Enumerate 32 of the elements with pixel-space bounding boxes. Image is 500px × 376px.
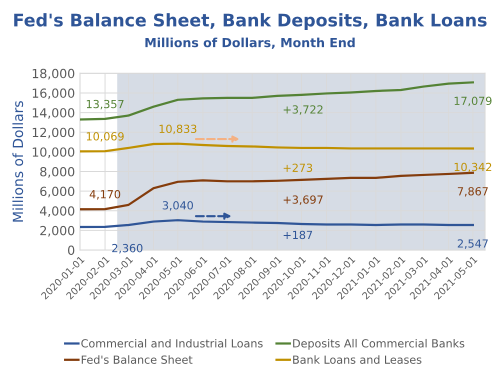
legend-label: Deposits All Commercial Banks bbox=[293, 338, 464, 350]
y-tick-label: 4,000 bbox=[40, 206, 74, 217]
chart-subtitle: Millions of Dollars, Month End bbox=[145, 38, 355, 49]
annotation: 4,170 bbox=[90, 190, 120, 200]
annotation: +273 bbox=[284, 164, 312, 172]
annotation: 10,342 bbox=[454, 162, 492, 172]
annotation: 2,547 bbox=[458, 239, 488, 249]
legend-label: Commercial and Industrial Loans bbox=[81, 338, 263, 348]
annotation: +3,722 bbox=[284, 105, 323, 115]
y-tick-label: 10,000 bbox=[32, 147, 74, 158]
y-tick-label: 6,000 bbox=[40, 186, 74, 198]
legend-label: Bank Loans and Leases bbox=[293, 355, 422, 364]
y-tick-label: 16,000 bbox=[32, 88, 74, 100]
y-tick-label: 12,000 bbox=[32, 128, 74, 138]
y-tick-label: 2,000 bbox=[40, 226, 74, 237]
annotation: 17,079 bbox=[454, 96, 492, 106]
y-tick-label: 14,000 bbox=[32, 108, 74, 119]
annotation: 7,867 bbox=[458, 187, 488, 197]
annotation: 10,069 bbox=[86, 132, 124, 142]
annotation: +3,697 bbox=[284, 195, 323, 205]
y-tick-label: 18,000 bbox=[32, 68, 74, 80]
annotation: +187 bbox=[284, 230, 312, 240]
y-tick-label: 8,000 bbox=[40, 166, 74, 178]
y-axis-title: Millions of Dollars bbox=[12, 101, 24, 222]
annotation: 10,833 bbox=[160, 124, 196, 134]
y-tick-label: 0 bbox=[68, 246, 74, 255]
line-series bbox=[80, 142, 474, 152]
chart-title: Fed's Balance Sheet, Bank Deposits, Bank Loans bbox=[14, 13, 487, 30]
annotation: 13,357 bbox=[86, 100, 124, 110]
annotation: 2,360 bbox=[112, 244, 142, 254]
annotation: 3,040 bbox=[162, 201, 193, 211]
legend-label: Fed's Balance Sheet bbox=[82, 355, 192, 364]
